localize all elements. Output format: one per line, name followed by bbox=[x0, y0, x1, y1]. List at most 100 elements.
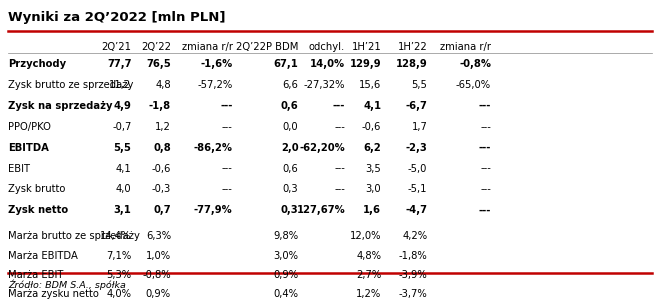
Text: 3,1: 3,1 bbox=[114, 206, 131, 215]
Text: 4,0: 4,0 bbox=[116, 184, 131, 194]
Text: Marża brutto ze sprzedaży: Marża brutto ze sprzedaży bbox=[8, 231, 140, 242]
Text: 4,8: 4,8 bbox=[155, 80, 171, 90]
Text: -5,1: -5,1 bbox=[408, 184, 427, 194]
Text: -0,3: -0,3 bbox=[152, 184, 171, 194]
Text: 5,3%: 5,3% bbox=[106, 270, 131, 280]
Text: -0,6: -0,6 bbox=[152, 164, 171, 174]
Text: 129,9: 129,9 bbox=[350, 59, 381, 69]
Text: EBIT: EBIT bbox=[8, 164, 30, 174]
Text: 6,3%: 6,3% bbox=[146, 231, 171, 242]
Text: -4,7: -4,7 bbox=[405, 206, 427, 215]
Text: 14,0%: 14,0% bbox=[310, 59, 345, 69]
Text: 1,0%: 1,0% bbox=[146, 250, 171, 261]
Text: ---: --- bbox=[220, 101, 233, 111]
Text: 0,6: 0,6 bbox=[280, 101, 298, 111]
Text: Przychody: Przychody bbox=[8, 59, 66, 69]
Text: 1,2: 1,2 bbox=[155, 122, 171, 132]
Text: ---: --- bbox=[480, 164, 491, 174]
Text: 4,1: 4,1 bbox=[363, 101, 381, 111]
Text: 128,9: 128,9 bbox=[395, 59, 427, 69]
Text: 4,2%: 4,2% bbox=[402, 231, 427, 242]
Text: Zysk brutto: Zysk brutto bbox=[8, 184, 65, 194]
Text: 4,8%: 4,8% bbox=[356, 250, 381, 261]
Text: 3,5: 3,5 bbox=[366, 164, 381, 174]
Text: -77,9%: -77,9% bbox=[194, 206, 233, 215]
Text: Źródło: BDM S.A., spółka: Źródło: BDM S.A., spółka bbox=[8, 279, 126, 290]
Text: 0,4%: 0,4% bbox=[273, 289, 298, 299]
Text: -57,2%: -57,2% bbox=[197, 80, 233, 90]
Text: 127,67%: 127,67% bbox=[296, 206, 345, 215]
Text: -1,8: -1,8 bbox=[148, 101, 171, 111]
Text: 0,9%: 0,9% bbox=[273, 270, 298, 280]
Text: ---: --- bbox=[478, 143, 491, 153]
Text: 3,0: 3,0 bbox=[366, 184, 381, 194]
Text: 5,5: 5,5 bbox=[411, 80, 427, 90]
Text: 4,1: 4,1 bbox=[115, 164, 131, 174]
Text: 9,8%: 9,8% bbox=[273, 231, 298, 242]
Text: 0,0: 0,0 bbox=[283, 122, 298, 132]
Text: 1,7: 1,7 bbox=[411, 122, 427, 132]
Text: ---: --- bbox=[480, 122, 491, 132]
Text: Marża EBITDA: Marża EBITDA bbox=[8, 250, 78, 261]
Text: zmiana r/r: zmiana r/r bbox=[182, 42, 233, 52]
Text: 11,2: 11,2 bbox=[110, 80, 131, 90]
Text: 2Q’22: 2Q’22 bbox=[141, 42, 171, 52]
Text: PPO/PKO: PPO/PKO bbox=[8, 122, 51, 132]
Text: 15,6: 15,6 bbox=[359, 80, 381, 90]
Text: 2,0: 2,0 bbox=[280, 143, 298, 153]
Text: ---: --- bbox=[222, 184, 233, 194]
Text: -27,32%: -27,32% bbox=[304, 80, 345, 90]
Text: 0,3: 0,3 bbox=[280, 206, 298, 215]
Text: ---: --- bbox=[333, 101, 345, 111]
Text: 1,2%: 1,2% bbox=[356, 289, 381, 299]
Text: 76,5: 76,5 bbox=[147, 59, 171, 69]
Text: Marża EBIT: Marża EBIT bbox=[8, 270, 63, 280]
Text: -3,7%: -3,7% bbox=[399, 289, 427, 299]
Text: 0,3: 0,3 bbox=[283, 184, 298, 194]
Text: Zysk brutto ze sprzedaży: Zysk brutto ze sprzedaży bbox=[8, 80, 133, 90]
Text: Wyniki za 2Q’2022 [mln PLN]: Wyniki za 2Q’2022 [mln PLN] bbox=[8, 11, 226, 24]
Text: 1H’21: 1H’21 bbox=[352, 42, 381, 52]
Text: 4,0%: 4,0% bbox=[106, 289, 131, 299]
Text: 67,1: 67,1 bbox=[274, 59, 298, 69]
Text: 0,6: 0,6 bbox=[282, 164, 298, 174]
Text: -5,0: -5,0 bbox=[408, 164, 427, 174]
Text: ---: --- bbox=[334, 122, 345, 132]
Text: -0,6: -0,6 bbox=[362, 122, 381, 132]
Text: zmiana r/r: zmiana r/r bbox=[440, 42, 491, 52]
Text: 5,5: 5,5 bbox=[114, 143, 131, 153]
Text: -3,9%: -3,9% bbox=[399, 270, 427, 280]
Text: -0,7: -0,7 bbox=[112, 122, 131, 132]
Text: -1,8%: -1,8% bbox=[399, 250, 427, 261]
Text: 1H’22: 1H’22 bbox=[397, 42, 427, 52]
Text: ---: --- bbox=[222, 164, 233, 174]
Text: EBITDA: EBITDA bbox=[8, 143, 49, 153]
Text: -2,3: -2,3 bbox=[405, 143, 427, 153]
Text: 1,6: 1,6 bbox=[363, 206, 381, 215]
Text: 2Q’21: 2Q’21 bbox=[102, 42, 131, 52]
Text: 77,7: 77,7 bbox=[107, 59, 131, 69]
Text: 0,8: 0,8 bbox=[153, 143, 171, 153]
Text: 0,9%: 0,9% bbox=[146, 289, 171, 299]
Text: Marża zysku netto: Marża zysku netto bbox=[8, 289, 99, 299]
Text: 2Q’22P BDM: 2Q’22P BDM bbox=[236, 42, 298, 52]
Text: ---: --- bbox=[334, 184, 345, 194]
Text: 3,0%: 3,0% bbox=[273, 250, 298, 261]
Text: ---: --- bbox=[478, 101, 491, 111]
Text: Zysk netto: Zysk netto bbox=[8, 206, 68, 215]
Text: -1,6%: -1,6% bbox=[201, 59, 233, 69]
Text: Zysk na sprzedaży: Zysk na sprzedaży bbox=[8, 101, 112, 111]
Text: ---: --- bbox=[334, 164, 345, 174]
Text: 6,2: 6,2 bbox=[364, 143, 381, 153]
Text: -0,8%: -0,8% bbox=[143, 270, 171, 280]
Text: 0,7: 0,7 bbox=[153, 206, 171, 215]
Text: -86,2%: -86,2% bbox=[194, 143, 233, 153]
Text: -65,0%: -65,0% bbox=[456, 80, 491, 90]
Text: 4,9: 4,9 bbox=[114, 101, 131, 111]
Text: 14,4%: 14,4% bbox=[100, 231, 131, 242]
Text: 7,1%: 7,1% bbox=[106, 250, 131, 261]
Text: 2,7%: 2,7% bbox=[356, 270, 381, 280]
Text: 12,0%: 12,0% bbox=[350, 231, 381, 242]
Text: -62,20%: -62,20% bbox=[300, 143, 345, 153]
Text: ---: --- bbox=[478, 206, 491, 215]
